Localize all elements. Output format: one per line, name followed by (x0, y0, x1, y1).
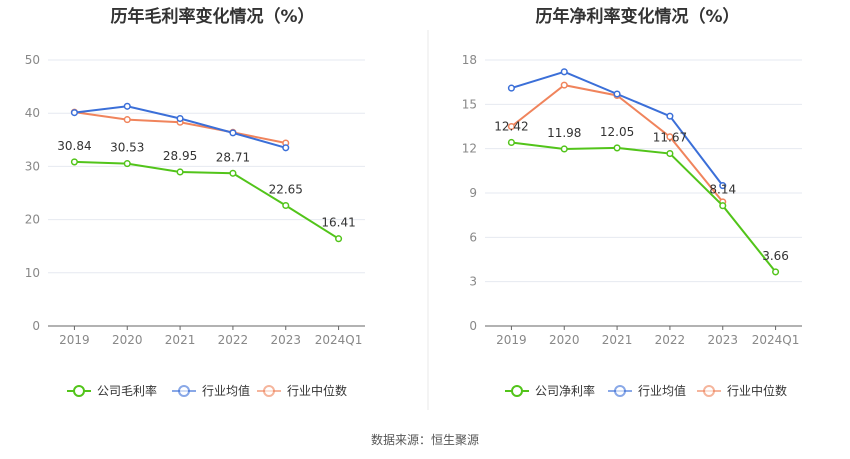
gross-x-tick-label: 2020 (112, 333, 143, 347)
gross-legend-swatch-marker (263, 385, 275, 397)
net-legend-swatch-marker (703, 385, 715, 397)
net-company-point (666, 149, 674, 158)
gross-x-tick-label: 2022 (218, 333, 249, 347)
gross-company-point (70, 158, 78, 166)
net-y-tick-label: 6 (469, 230, 477, 244)
gross-data-label: 30.53 (110, 141, 144, 155)
gross-x-tick-label: 2021 (165, 333, 196, 347)
net-legend-swatch-marker (511, 385, 523, 397)
net-avg-point (507, 84, 515, 92)
gross-y-tick-label: 10 (25, 266, 40, 280)
net-y-tick-label: 3 (469, 275, 477, 289)
gross-avg-point (123, 102, 131, 110)
net-y-tick-label: 12 (462, 142, 477, 156)
net-data-label: 3.66 (762, 249, 789, 263)
gross-y-tick-label: 0 (32, 319, 40, 333)
gross-margin-chart-title: 历年毛利率变化情况（%） (110, 7, 315, 27)
gross-data-label: 22.65 (269, 183, 303, 197)
net-legend-swatch-marker (614, 385, 626, 397)
net-x-tick-label: 2020 (549, 333, 580, 347)
gross-y-tick-label: 20 (25, 213, 40, 227)
net-avg-point (560, 68, 568, 76)
gross-x-tick-label: 2023 (270, 333, 301, 347)
net-x-tick-label: 2023 (707, 333, 738, 347)
net-company-point (507, 138, 515, 147)
net-avg-point (613, 90, 621, 98)
gross-avg-point (282, 144, 290, 152)
gross-legend-label: 行业均值 (202, 383, 250, 398)
net-y-tick-label: 9 (469, 186, 477, 200)
gross-data-label: 30.84 (57, 139, 91, 153)
gross-company-point (229, 169, 237, 177)
gross-company-point (335, 235, 343, 243)
net-x-tick-label: 2022 (655, 333, 686, 347)
gross-data-label: 16.41 (321, 216, 355, 230)
net-legend-label: 公司净利率 (535, 383, 595, 398)
gross-avg-point (176, 114, 184, 123)
gross-avg-point (70, 109, 78, 117)
gross-x-tick-label: 2019 (59, 333, 90, 347)
net-x-tick-label: 2024Q1 (752, 333, 800, 347)
gross-y-tick-label: 50 (25, 53, 40, 67)
net-margin-chart-title: 历年净利率变化情况（%） (535, 7, 740, 27)
gross-legend-swatch-marker (178, 385, 190, 397)
net-company-point (719, 202, 727, 210)
net-company-point (613, 144, 621, 152)
net-median-point (507, 122, 515, 131)
net-company-point (560, 145, 568, 153)
data-source-note: 数据来源：恒生聚源 (370, 433, 479, 447)
gross-company-point (176, 168, 184, 176)
gross-x-tick-label: 2024Q1 (315, 333, 363, 347)
gross-y-tick-label: 30 (25, 159, 40, 173)
net-legend-label: 行业中位数 (727, 383, 787, 398)
net-x-tick-label: 2019 (496, 333, 527, 347)
net-y-tick-label: 15 (462, 97, 477, 111)
net-y-tick-label: 18 (462, 53, 477, 67)
gross-data-label: 28.71 (216, 150, 250, 164)
gross-avg-line (74, 105, 287, 149)
net-y-tick-label: 0 (469, 319, 477, 333)
net-avg-point (719, 182, 727, 190)
gross-company-line (74, 160, 340, 240)
gross-data-label: 28.95 (163, 149, 197, 163)
gross-company-point (123, 160, 131, 168)
net-company-line (511, 141, 777, 273)
net-legend-label: 行业均值 (638, 383, 686, 398)
net-data-label: 8.14 (709, 183, 736, 197)
net-data-label: 11.98 (547, 126, 581, 140)
gross-company-point (282, 201, 290, 210)
net-avg-point (666, 112, 674, 120)
net-data-label: 11.67 (653, 131, 687, 145)
gross-legend-swatch-marker (73, 385, 85, 397)
gross-y-tick-label: 40 (25, 106, 40, 120)
net-median-point (560, 81, 568, 89)
net-data-label: 12.05 (600, 125, 634, 139)
gross-legend-label: 公司毛利率 (97, 383, 157, 398)
gross-median-point (123, 116, 131, 124)
net-data-label: 12.42 (494, 119, 528, 133)
gross-avg-point (229, 129, 237, 137)
net-median-point (666, 133, 674, 141)
gross-legend-label: 行业中位数 (287, 383, 347, 398)
net-x-tick-label: 2021 (602, 333, 633, 347)
net-company-point (772, 268, 780, 276)
